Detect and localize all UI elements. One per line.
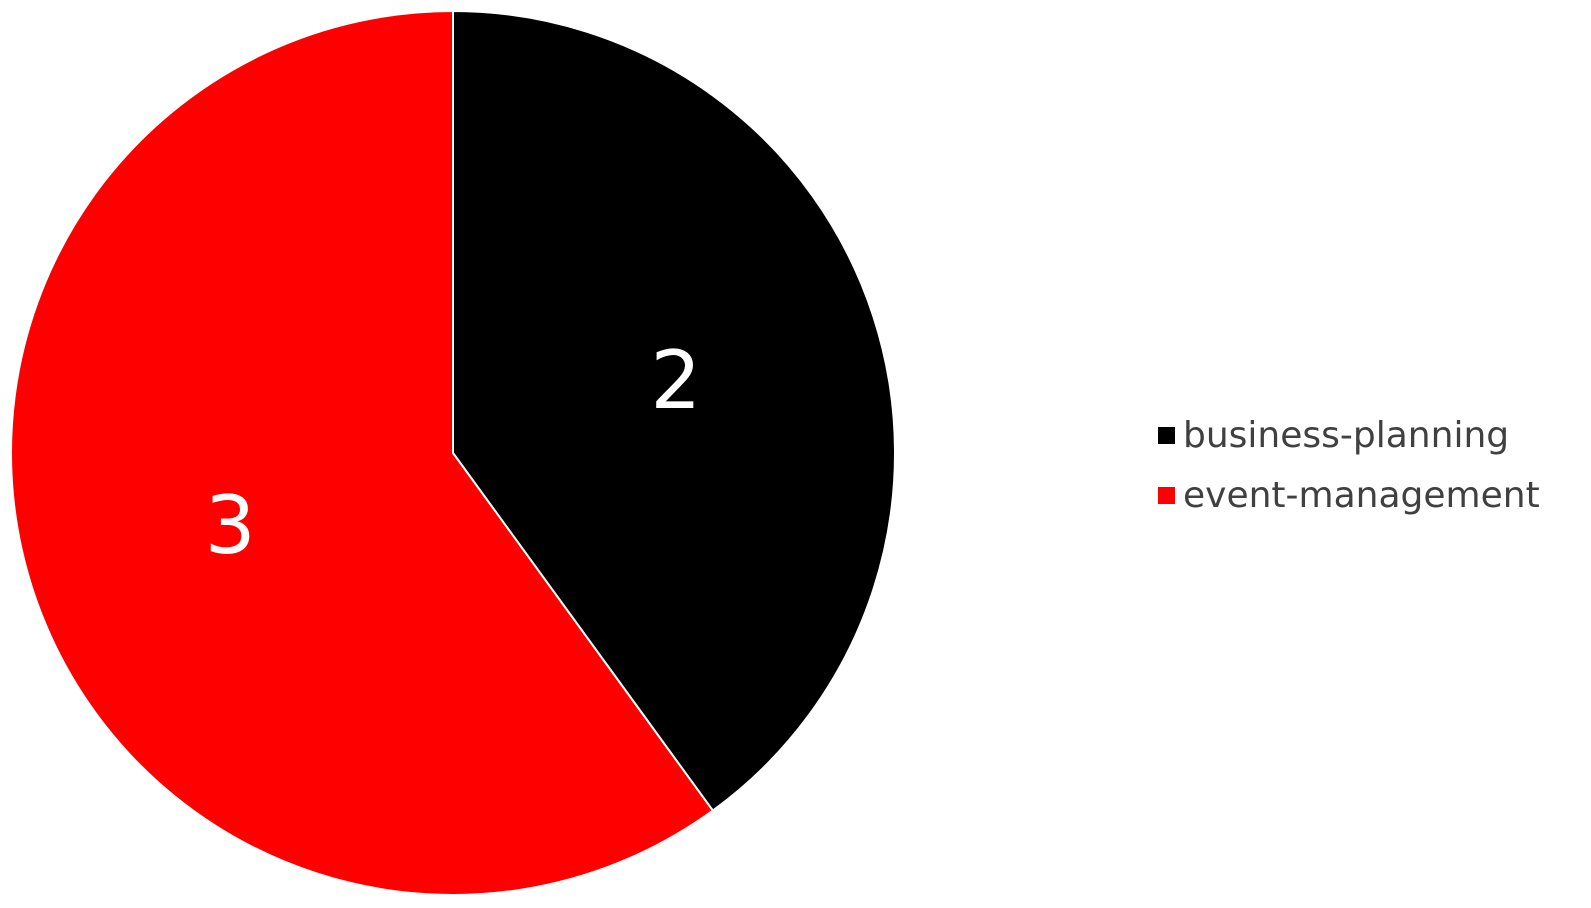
legend-label-event-management: event-management bbox=[1183, 474, 1540, 516]
legend-label-business-planning: business-planning bbox=[1183, 414, 1510, 456]
data-label-event-management: 3 bbox=[205, 479, 256, 572]
legend-item-event-management: event-management bbox=[1158, 465, 1578, 525]
pie-slice-business-planning bbox=[452, 9, 897, 812]
legend-item-business-planning: business-planning bbox=[1158, 405, 1578, 465]
pie-slice-event-management bbox=[10, 9, 715, 896]
legend: business-planning event-management bbox=[1158, 405, 1578, 525]
legend-swatch-event-management bbox=[1158, 486, 1175, 504]
data-label-business-planning: 2 bbox=[650, 334, 701, 427]
pie-data-labels: 23 bbox=[205, 334, 701, 572]
pie-slices bbox=[10, 9, 897, 896]
legend-swatch-business-planning bbox=[1158, 426, 1175, 444]
